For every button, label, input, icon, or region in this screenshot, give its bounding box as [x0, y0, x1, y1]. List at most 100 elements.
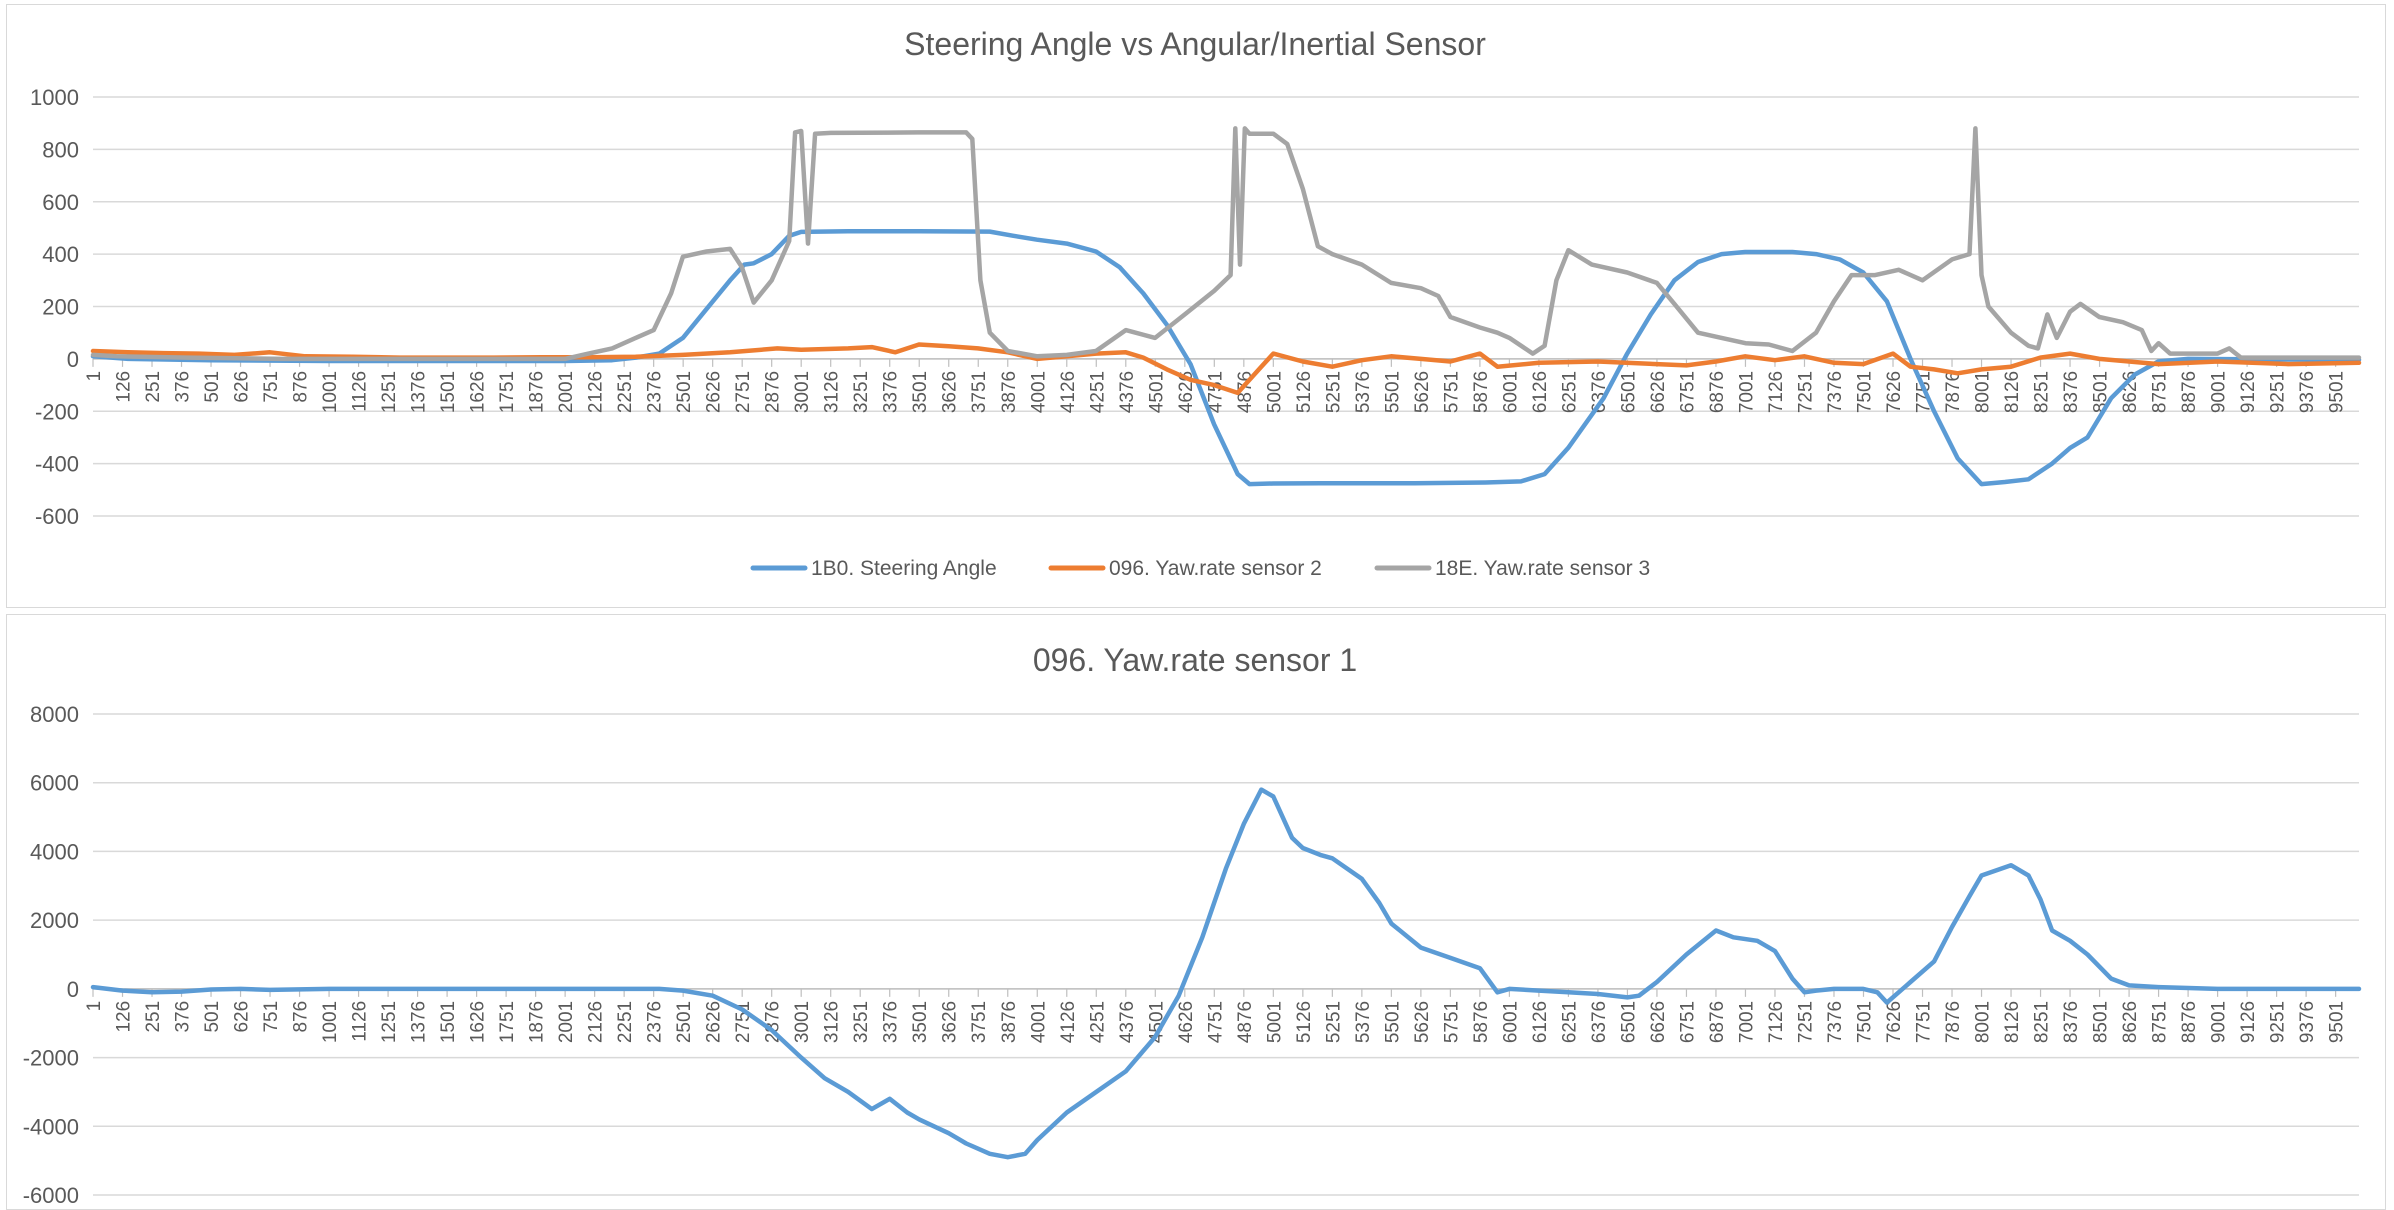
x-tick-label: 9126: [2238, 1001, 2259, 1043]
x-tick-label: 126: [114, 1001, 135, 1033]
x-tick-label: 8751: [2150, 371, 2171, 413]
grid-lines: [93, 713, 2359, 1196]
x-tick-label: 3001: [792, 1001, 813, 1043]
series-line-3: [90, 126, 2362, 362]
x-tick-label: 4501: [1146, 371, 1167, 413]
x-tick-label: 7126: [1766, 1001, 1787, 1043]
x-tick-label: 7501: [1854, 1001, 1875, 1043]
x-tick-label: 5376: [1353, 1001, 1374, 1043]
x-tick-label: 6376: [1589, 1001, 1610, 1043]
x-tick-label: 1: [84, 1001, 105, 1012]
y-tick-label: 6000: [30, 771, 79, 796]
x-tick-label: 9376: [2297, 1001, 2318, 1043]
x-tick-label: 4751: [1205, 1001, 1226, 1043]
x-tick-label: 4751: [1205, 371, 1226, 413]
x-tick-label: 7376: [1825, 371, 1846, 413]
x-tick-label: 3501: [910, 1001, 931, 1043]
x-tick-label: 5876: [1471, 1001, 1492, 1043]
y-axis-ticks: 8000 6000 4000 2000 0 -2000 -4000 -6000: [23, 702, 79, 1208]
legend-label: 1B0. Steering Angle: [811, 557, 997, 580]
x-tick-label: 3251: [851, 371, 872, 413]
x-tick-label: 6126: [1530, 1001, 1551, 1043]
x-tick-label: 251: [143, 1001, 164, 1033]
x-tick-label: 9126: [2238, 371, 2259, 413]
x-tick-label: 2876: [763, 1001, 784, 1043]
x-tick-label: 5501: [1382, 1001, 1403, 1043]
x-tick-label: 2751: [733, 371, 754, 413]
x-tick-label: 4001: [1028, 1001, 1049, 1043]
x-tick-label: 2126: [586, 1001, 607, 1043]
x-tick-label: 9501: [2327, 1001, 2348, 1043]
chart-panel-steering: Steering Angle vs Angular/Inertial Senso…: [6, 4, 2386, 608]
y-tick-label: 200: [42, 295, 79, 320]
x-tick-label: 126: [114, 371, 135, 403]
x-tick-label: 3501: [910, 371, 931, 413]
x-tick-label: 6376: [1589, 371, 1610, 413]
steering-chart-svg: Steering Angle vs Angular/Inertial Senso…: [30, 26, 2362, 580]
x-tick-label: 501: [202, 1001, 223, 1033]
x-tick-label: 5626: [1412, 1001, 1433, 1043]
x-tick-label: 5001: [1264, 371, 1285, 413]
x-tick-label: 7626: [1884, 371, 1905, 413]
x-tick-label: 1626: [468, 371, 489, 413]
x-tick-label: 7001: [1736, 1001, 1757, 1043]
x-tick-label: 1001: [320, 371, 341, 413]
x-tick-label: 4251: [1087, 1001, 1108, 1043]
x-tick-label: 6251: [1559, 1001, 1580, 1043]
x-tick-label: 8626: [2120, 1001, 2141, 1043]
x-tick-label: 7751: [1914, 1001, 1935, 1043]
x-tick-label: 2626: [704, 1001, 725, 1043]
x-tick-label: 1626: [468, 1001, 489, 1043]
x-tick-label: 2626: [704, 371, 725, 413]
x-tick-label: 9376: [2297, 371, 2318, 413]
x-tick-label: 8751: [2150, 1001, 2171, 1043]
x-tick-label: 5251: [1323, 1001, 1344, 1043]
x-tick-label: 1126: [350, 1001, 371, 1042]
x-tick-label: 4126: [1058, 1001, 1079, 1043]
x-tick-label: 5876: [1471, 371, 1492, 413]
x-tick-label: 6876: [1707, 371, 1728, 413]
x-tick-label: 8001: [1973, 371, 1994, 413]
x-tick-label: 5501: [1382, 371, 1403, 413]
y-tick-label: -2000: [23, 1046, 79, 1071]
x-tick-label: 1876: [527, 371, 548, 413]
y-tick-label: 0: [67, 347, 79, 372]
yaw-sensor-1-chart-svg: 096. Yaw.rate sensor 1 8000 6000 4000 2000 0…: [23, 642, 2362, 1208]
x-tick-label: 7876: [1943, 371, 1964, 413]
legend-label: 096. Yaw.rate sensor 2: [1109, 557, 1322, 580]
x-tick-label: 2501: [674, 1001, 695, 1043]
x-tick-label: 1251: [379, 371, 400, 413]
x-tick-label: 5126: [1294, 371, 1315, 413]
x-axis-ticks: 1 126 251 376 501 626 751 876 1001 1126 1251 1376 15…: [84, 988, 2348, 1043]
x-tick-label: 3751: [969, 1001, 990, 1043]
y-tick-label: -6000: [23, 1183, 79, 1208]
x-tick-label: 1751: [497, 371, 518, 413]
x-tick-label: 4876: [1235, 1001, 1256, 1043]
y-tick-label: 400: [42, 242, 79, 267]
series-line-1: [90, 787, 2362, 1160]
x-tick-label: 8126: [2002, 1001, 2023, 1043]
series-lines: [90, 126, 2362, 487]
x-tick-label: 4376: [1117, 1001, 1138, 1043]
x-tick-label: 3376: [881, 1001, 902, 1043]
series-lines: [90, 787, 2362, 1160]
x-tick-label: 2126: [586, 371, 607, 413]
x-tick-label: 3626: [940, 371, 961, 413]
x-tick-label: 7501: [1854, 371, 1875, 413]
y-tick-label: 1000: [30, 85, 79, 110]
x-tick-label: 8876: [2179, 1001, 2200, 1043]
x-tick-label: 3251: [851, 1001, 872, 1043]
x-tick-label: 3126: [822, 371, 843, 413]
x-tick-label: 2001: [556, 1001, 577, 1043]
x-tick-label: 251: [143, 371, 164, 403]
x-tick-label: 1376: [409, 1001, 430, 1043]
x-tick-label: 5251: [1323, 371, 1344, 413]
x-tick-label: 2751: [733, 1001, 754, 1043]
x-tick-label: 9251: [2268, 371, 2289, 413]
x-tick-label: 8376: [2061, 1001, 2082, 1043]
y-tick-label: -600: [35, 504, 79, 529]
x-tick-label: 3376: [881, 371, 902, 413]
x-tick-label: 1001: [320, 1001, 341, 1043]
x-tick-label: 9001: [2209, 1001, 2230, 1043]
x-tick-label: 8001: [1973, 1001, 1994, 1043]
